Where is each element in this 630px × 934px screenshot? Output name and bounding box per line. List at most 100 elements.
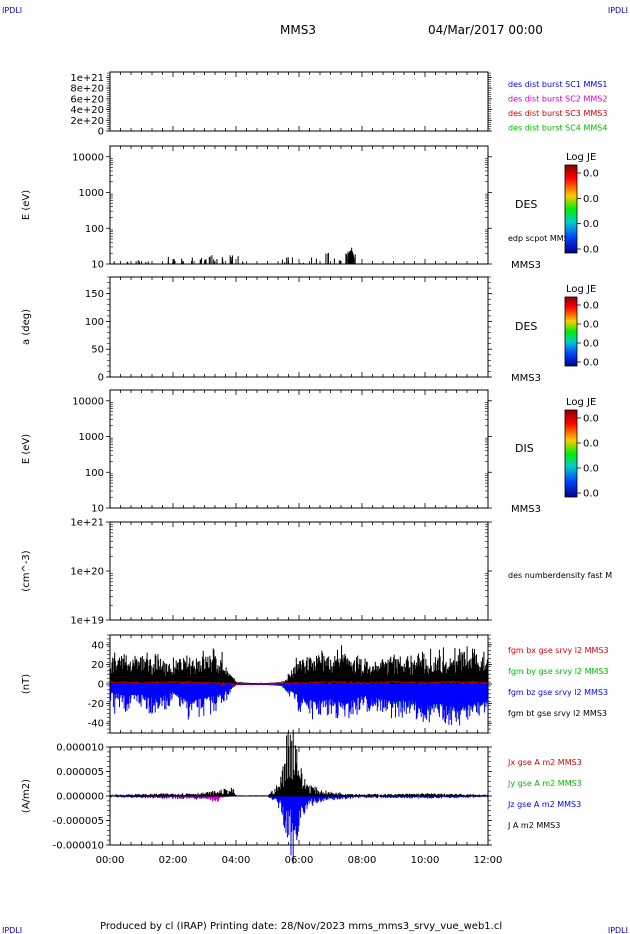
colorbar-panel3: Log JE 0.0 0.0 0.0 0.0 bbox=[564, 284, 599, 369]
footer-text: Produced by cl (IRAP) Printing date: 28/… bbox=[100, 921, 502, 932]
colorbar-tick-label: 0.0 bbox=[583, 489, 599, 500]
series-bx bbox=[109, 680, 489, 687]
legend-entry: fgm bz gse srvy l2 MMS3 bbox=[508, 688, 608, 697]
legend-entry: fgm by gse srvy l2 MMS3 bbox=[508, 667, 609, 676]
legend-entry: Jz gse A m2 MMS3 bbox=[507, 800, 581, 809]
corner-label-bottom-right: IPDLI bbox=[608, 926, 628, 934]
colorbar-title: Log JE bbox=[566, 397, 596, 408]
x-tick-label: 10:00 bbox=[411, 855, 440, 866]
x-tick-label: 06:00 bbox=[285, 855, 314, 866]
y-tick-label: 40 bbox=[91, 640, 104, 651]
colorbar-tick-label: 0.0 bbox=[583, 414, 599, 425]
y-tick-label: 6e+20 bbox=[70, 94, 104, 105]
y-tick-label: 2e+20 bbox=[70, 116, 104, 127]
x-axis-labels: 00:00 02:00 04:00 06:00 08:00 10:00 12:00 bbox=[96, 855, 503, 866]
instrument-label: DES bbox=[515, 320, 537, 333]
y-axis-label: E (eV) bbox=[21, 434, 32, 464]
y-tick-label: 10 bbox=[91, 504, 104, 515]
y-tick-label: 100 bbox=[85, 317, 104, 328]
instrument-label: DIS bbox=[515, 442, 534, 455]
legend-entry: Jy gse A m2 MMS3 bbox=[507, 779, 582, 788]
chart-panel7: 0.000010 0.000005 0.000000 -0.000005 -0.0000… bbox=[21, 729, 582, 864]
series-j bbox=[109, 729, 489, 796]
colorbar-tick-label: 0.0 bbox=[583, 219, 599, 230]
overlay-label: edp scpot MMS3 bbox=[508, 234, 574, 243]
x-tick-label: 04:00 bbox=[222, 855, 251, 866]
chart-panel6: 40 20 0 -20 -40 (nT) fgm bx gse srvy l2 MMS3 fg… bbox=[21, 634, 609, 734]
colorbar-panel2: Log JE 0.0 0.0 0.0 0.0 bbox=[564, 152, 599, 256]
y-tick-label: 10000 bbox=[72, 152, 104, 163]
y-tick-label: 0 bbox=[98, 127, 104, 138]
spacecraft-label: MMS3 bbox=[511, 373, 541, 384]
panel-frame bbox=[109, 276, 489, 378]
y-tick-label: 100 bbox=[85, 468, 104, 479]
series-jz bbox=[109, 796, 489, 864]
series-bz bbox=[109, 684, 489, 726]
corner-label-top-left: IPDLI bbox=[2, 6, 22, 15]
colorbar-tick-label: 0.0 bbox=[583, 439, 599, 450]
y-axis-label: (nT) bbox=[21, 674, 32, 694]
corner-label-top-right: IPDLI bbox=[608, 6, 628, 15]
chart-panel3: 150 100 50 0 a (deg) DES MMS3 bbox=[21, 276, 541, 384]
x-tick-label: 00:00 bbox=[96, 855, 125, 866]
y-tick-label: 0 bbox=[98, 373, 104, 384]
legend-entry: J A m2 MMS3 bbox=[507, 821, 560, 830]
legend-entry: Jx gse A m2 MMS3 bbox=[507, 758, 582, 767]
colorbar-tick-label: 0.0 bbox=[583, 464, 599, 475]
y-tick-label: 0 bbox=[98, 680, 104, 691]
y-tick-label: 150 bbox=[85, 289, 104, 300]
colorbar-title: Log JE bbox=[566, 152, 596, 163]
panel-frame bbox=[109, 71, 489, 132]
y-tick-label: 100 bbox=[85, 224, 104, 235]
corner-label-bottom-left: IPDLI bbox=[2, 926, 22, 934]
y-tick-label: 1e+19 bbox=[70, 616, 104, 627]
colorbar-panel4: Log JE 0.0 0.0 0.0 0.0 bbox=[564, 397, 599, 500]
y-tick-label: -0.000010 bbox=[53, 841, 104, 852]
colorbar-title: Log JE bbox=[566, 284, 596, 295]
y-tick-label: 1e+20 bbox=[70, 567, 104, 578]
legend-entry: fgm bx gse srvy l2 MMS3 bbox=[508, 646, 609, 655]
legend-entry: des dist burst SC3 MMS3 bbox=[508, 109, 607, 118]
x-tick-label: 12:00 bbox=[474, 855, 503, 866]
colorbar-tick-label: 0.0 bbox=[583, 245, 599, 256]
y-tick-label: 0.000010 bbox=[56, 743, 104, 754]
colorbar-gradient bbox=[564, 164, 578, 254]
y-tick-label: 8e+20 bbox=[70, 84, 104, 95]
colorbar-tick-label: 0.0 bbox=[583, 358, 599, 369]
spacecraft-label: MMS3 bbox=[511, 504, 541, 515]
panel-frame bbox=[109, 521, 489, 621]
x-tick-label: 02:00 bbox=[159, 855, 188, 866]
colorbar-tick-label: 0.0 bbox=[583, 301, 599, 312]
y-tick-label: 10000 bbox=[72, 396, 104, 407]
y-tick-label: -20 bbox=[88, 699, 104, 710]
y-tick-label: 4e+20 bbox=[70, 105, 104, 116]
legend-entry: des numberdensity fast M bbox=[508, 571, 612, 580]
spacecraft-label: MMS3 bbox=[511, 260, 541, 271]
legend-entry: fgm bt gse srvy l2 MMS3 bbox=[508, 709, 607, 718]
y-tick-label: 1000 bbox=[79, 432, 104, 443]
colorbar-tick-label: 0.0 bbox=[583, 339, 599, 350]
y-tick-label: 0.000005 bbox=[56, 767, 104, 778]
mission-title: MMS3 bbox=[280, 23, 316, 37]
legend-entry: des dist burst SC2 MMS2 bbox=[508, 95, 607, 104]
y-tick-label: 1000 bbox=[79, 188, 104, 199]
colorbar-gradient bbox=[564, 409, 578, 498]
y-axis-label: a (deg) bbox=[21, 309, 32, 345]
legend-entry: des dist burst SC1 MMS1 bbox=[508, 80, 607, 89]
y-tick-label: -0.000005 bbox=[53, 816, 104, 827]
date-title: 04/Mar/2017 00:00 bbox=[428, 23, 543, 37]
colorbar-tick-label: 0.0 bbox=[583, 194, 599, 205]
chart-panel5: 1e+21 1e+20 1e+19 (cm^-3) des numberdensity … bbox=[21, 518, 612, 627]
y-axis-label: (cm^-3) bbox=[21, 550, 32, 591]
colorbar-gradient bbox=[564, 296, 578, 367]
colorbar-tick-label: 0.0 bbox=[583, 320, 599, 331]
instrument-label: DES bbox=[515, 198, 537, 211]
chart-panel2: 10000 1000 100 10 E (eV) DES edp scpot MMS3 MMS… bbox=[21, 145, 574, 271]
y-tick-label: 20 bbox=[91, 660, 104, 671]
colorbar-tick-label: 0.0 bbox=[583, 169, 599, 180]
y-axis-label: (A/m2) bbox=[21, 779, 32, 813]
y-tick-label: 1e+21 bbox=[70, 518, 104, 529]
